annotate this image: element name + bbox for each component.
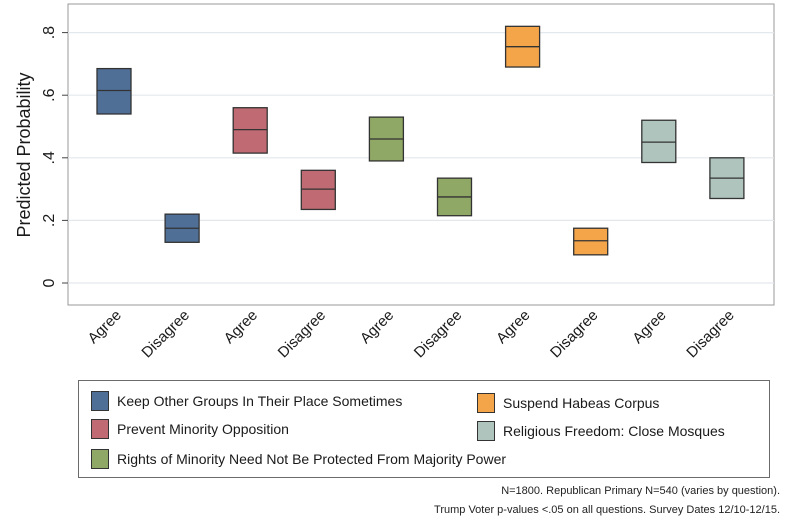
x-tick-label: Disagree	[547, 307, 601, 361]
x-tick-label: Disagree	[138, 307, 192, 361]
legend-label: Prevent Minority Opposition	[117, 421, 289, 437]
legend-item-suspend-habeas: Suspend Habeas Corpus	[477, 393, 659, 413]
x-tick-label: Disagree	[275, 307, 329, 361]
x-tick-label: Disagree	[411, 307, 465, 361]
y-axis-label: Predicted Probability	[14, 72, 34, 237]
legend-item-keep-other-groups: Keep Other Groups In Their Place Sometim…	[91, 391, 402, 411]
x-tick-label: Agree	[493, 307, 533, 347]
x-tick-label: Agree	[85, 307, 125, 347]
interval-box	[641, 119, 677, 164]
x-tick-label: Agree	[357, 307, 397, 347]
legend-label: Keep Other Groups In Their Place Sometim…	[117, 393, 403, 409]
note-pvalues: Trump Voter p-values <.05 on all questio…	[434, 504, 780, 516]
interval-box	[573, 227, 609, 256]
legend-item-religious-freedom: Religious Freedom: Close Mosques	[477, 421, 725, 441]
legend-label: Religious Freedom: Close Mosques	[503, 423, 725, 439]
note-sample-size: N=1800. Republican Primary N=540 (varies…	[501, 485, 780, 497]
legend-label: Rights of Minority Need Not Be Protected…	[117, 451, 507, 467]
y-tick-label: .2	[41, 214, 58, 227]
legend-swatch-suspend-habeas	[477, 393, 495, 413]
x-tick-label: Agree	[221, 307, 261, 347]
legend-swatch-rights-of-minority	[91, 449, 109, 469]
legend-swatch-keep-other-groups	[91, 391, 109, 411]
legend-item-prevent-minority: Prevent Minority Opposition	[91, 419, 289, 439]
legend-label: Suspend Habeas Corpus	[503, 395, 660, 411]
interval-box	[232, 107, 268, 154]
y-tick-label: .8	[41, 26, 58, 39]
chart: 0 .2 .4 .6 .8 Agree Disagree Agree Disagree Agre…	[14, 3, 775, 361]
legend-swatch-prevent-minority	[91, 419, 109, 439]
interval-box	[96, 67, 132, 115]
y-tick-label: .4	[41, 151, 58, 164]
x-tick-label: Agree	[629, 307, 669, 347]
interval-box	[300, 169, 336, 211]
legend-item-rights-of-minority: Rights of Minority Need Not Be Protected…	[91, 449, 506, 469]
legend-swatch-religious-freedom	[477, 421, 495, 441]
y-tick-label: 0	[41, 278, 58, 287]
legend: Keep Other Groups In Their Place Sometim…	[78, 380, 770, 478]
y-tick-label: .6	[41, 88, 58, 101]
x-tick-label: Disagree	[683, 307, 737, 361]
